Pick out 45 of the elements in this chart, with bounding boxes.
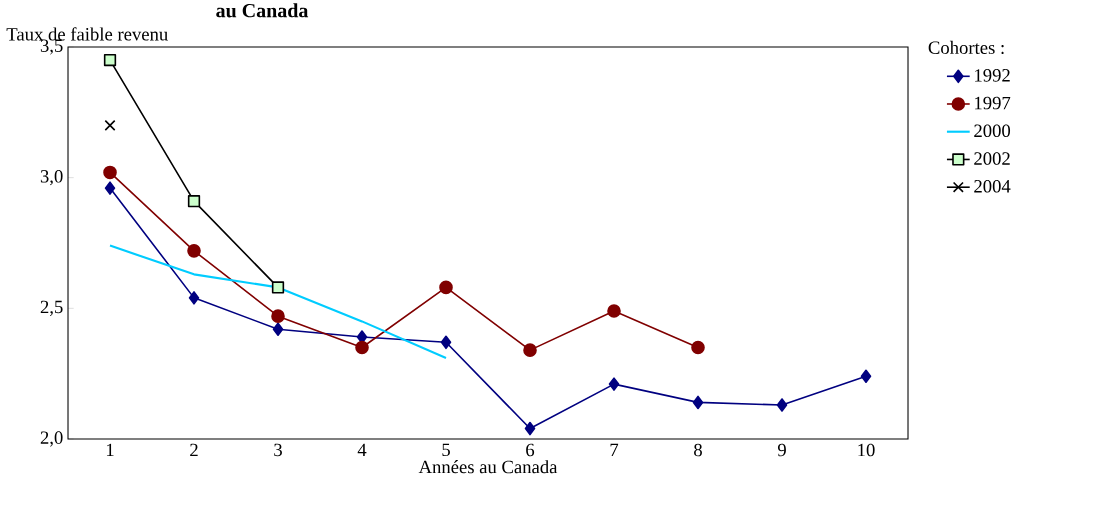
point: [608, 377, 620, 391]
point: [104, 181, 116, 195]
x-tick-label: 1: [106, 443, 114, 457]
point: [523, 343, 537, 357]
legend-label: 2004: [974, 179, 1011, 193]
x-tick-label: 7: [610, 443, 619, 456]
point: [103, 53, 117, 67]
x-tick-label: 5: [442, 443, 450, 457]
x-axis-title: Années au Canada: [418, 460, 558, 474]
point: [356, 330, 368, 344]
legend-label: 1997: [975, 96, 1011, 110]
legend-label: 2002: [974, 152, 1010, 165]
y-tick-label: 3,5: [40, 39, 63, 55]
point: [440, 335, 452, 350]
line-series: [108, 244, 448, 360]
point: [271, 309, 285, 323]
point: [104, 119, 116, 131]
point: [272, 322, 284, 337]
point: [776, 398, 788, 412]
x-tick-label: 9: [777, 443, 786, 457]
point: [103, 165, 117, 180]
point: [607, 304, 621, 318]
point: [187, 244, 201, 258]
point: [271, 281, 285, 294]
point: [524, 421, 536, 436]
y-tick-label: 2,5: [40, 300, 63, 316]
x-tick-label: 8: [694, 443, 702, 457]
x-tick-label: 4: [357, 443, 367, 456]
point: [187, 195, 201, 208]
legend-label: 2000: [974, 124, 1011, 138]
y-tick-label: 2,0: [40, 431, 63, 447]
x-tick-label: 6: [526, 443, 535, 457]
y-tick-label: 3,0: [40, 170, 63, 186]
chart-title: au Canada: [216, 3, 309, 18]
point: [439, 280, 453, 295]
point: [860, 369, 872, 384]
point: [355, 340, 369, 355]
x-tick-label: 3: [274, 443, 282, 457]
point: [691, 340, 705, 355]
x-tick-label: 10: [858, 443, 875, 457]
point: [692, 395, 704, 410]
legend-title: Cohortes :: [928, 40, 1004, 55]
legend-label: 1992: [975, 69, 1010, 82]
x-tick-label: 2: [190, 443, 198, 457]
point: [188, 291, 200, 305]
